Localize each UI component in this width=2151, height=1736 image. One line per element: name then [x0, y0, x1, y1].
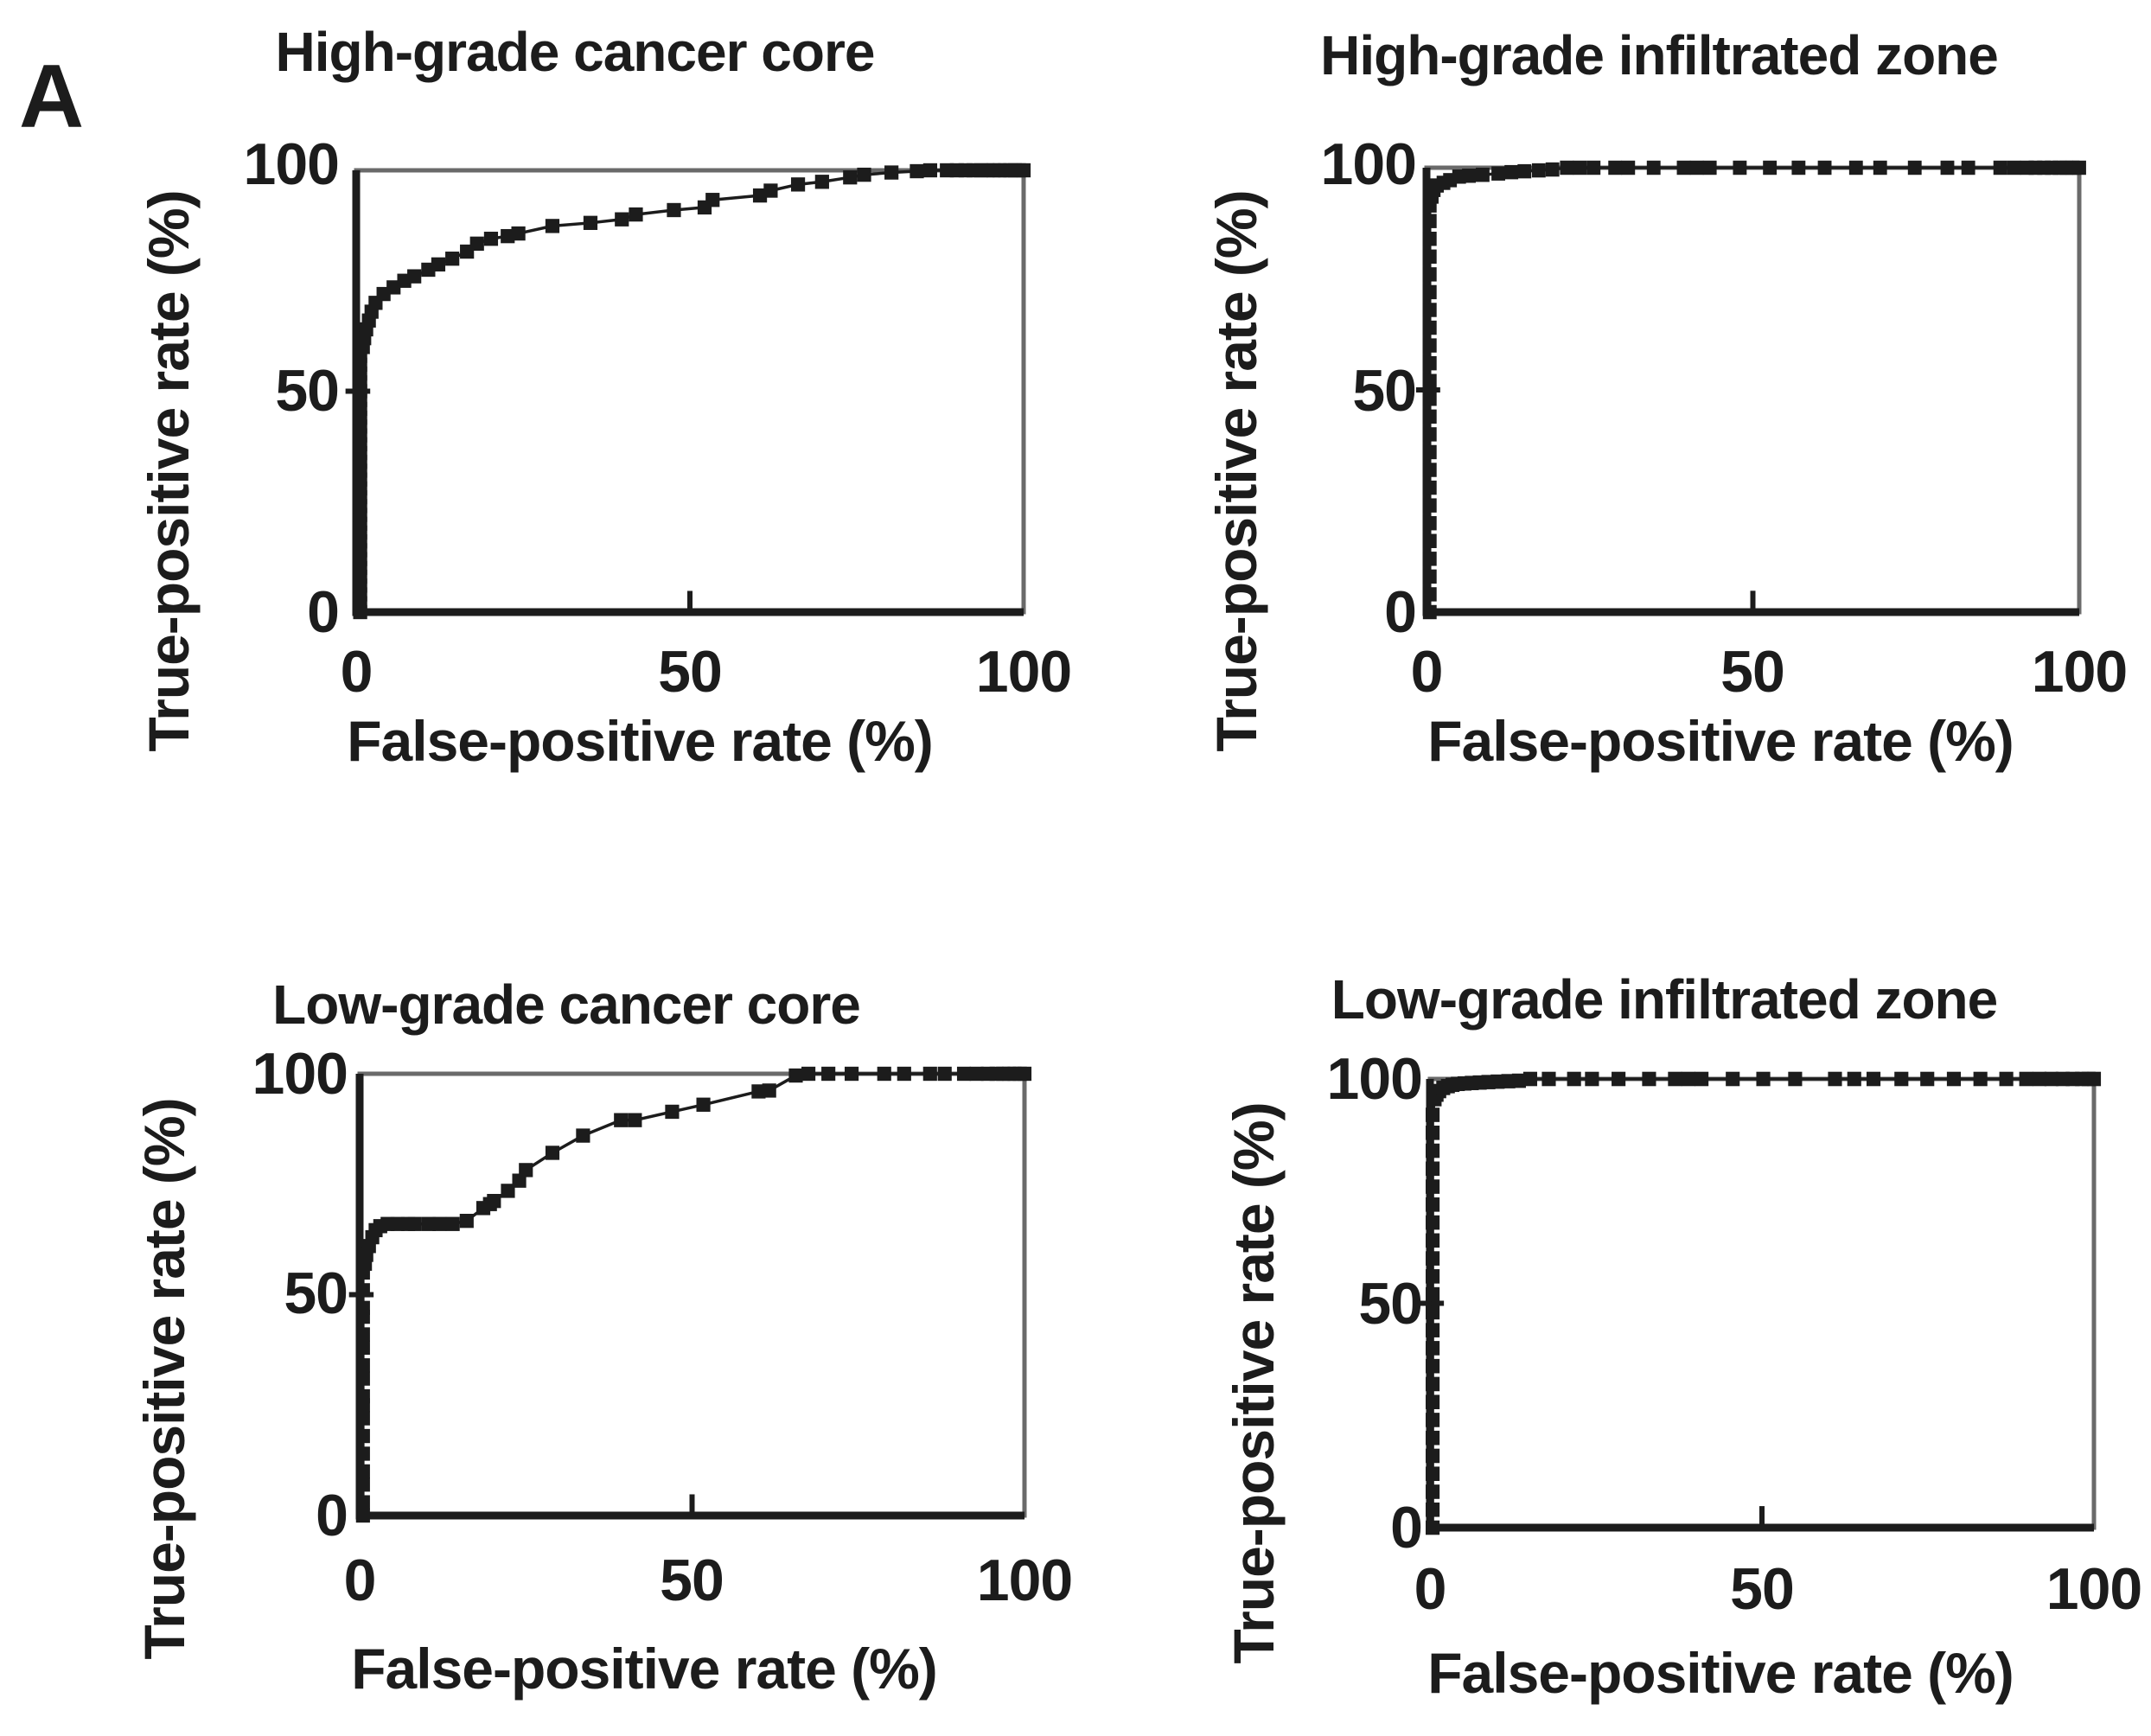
panel-high-grade-infiltrated-zone: High-grade infiltrated zone True-positiv…	[1076, 0, 2151, 868]
y-tick-label-100: 100	[1326, 1046, 1423, 1112]
x-axis-label: False-positive rate (%)	[347, 709, 934, 773]
x-axis-label: False-positive rate (%)	[1427, 709, 2014, 773]
chart-title: High-grade cancer core	[275, 21, 876, 83]
x-tick-label-100: 100	[2031, 639, 2128, 705]
y-axis-label: True-positive rate (%)	[132, 1098, 196, 1660]
y-tick-label-50: 50	[1358, 1271, 1423, 1337]
chart-title: Low-grade cancer core	[272, 973, 861, 1036]
chart-title: Low-grade infiltrated zone	[1331, 968, 1998, 1031]
y-tick-label-0: 0	[1384, 579, 1417, 645]
panel-high-grade-cancer-core: High-grade cancer core True-positive rat…	[0, 0, 1076, 868]
x-tick-label-100: 100	[975, 639, 1072, 705]
roc-curve-plot	[356, 170, 1024, 612]
x-tick-label-0: 0	[343, 1548, 377, 1613]
panel-low-grade-infiltrated-zone: Low-grade infiltrated zone True-positive…	[1076, 868, 2151, 1736]
x-tick-label-100: 100	[976, 1548, 1073, 1613]
x-tick-label-100: 100	[2046, 1556, 2142, 1622]
y-tick-label-50: 50	[284, 1261, 348, 1326]
x-tick-label-0: 0	[340, 639, 373, 705]
x-axis-label: False-positive rate (%)	[1427, 1641, 2014, 1705]
y-tick-label-100: 100	[243, 131, 340, 197]
roc-curve-plot	[1430, 1079, 2094, 1528]
roc-curve-plot	[360, 1074, 1024, 1516]
y-tick-label-100: 100	[252, 1041, 348, 1107]
y-axis-label: True-positive rate (%)	[1222, 1102, 1286, 1664]
x-tick-label-0: 0	[1410, 639, 1444, 705]
y-tick-label-0: 0	[316, 1483, 348, 1548]
x-tick-label-0: 0	[1414, 1556, 1447, 1622]
panel-low-grade-cancer-core: Low-grade cancer core True-positive rate…	[0, 868, 1076, 1736]
x-tick-label-50: 50	[658, 639, 723, 705]
y-tick-label-0: 0	[1390, 1495, 1423, 1560]
x-tick-label-50: 50	[660, 1548, 724, 1613]
panel-letter-label: A	[19, 47, 85, 147]
x-axis-label: False-positive rate (%)	[351, 1637, 938, 1701]
y-tick-label-50: 50	[1352, 358, 1417, 424]
y-axis-label: True-positive rate (%)	[1204, 190, 1268, 752]
x-tick-label-50: 50	[1720, 639, 1785, 705]
y-tick-label-100: 100	[1320, 131, 1417, 197]
y-axis-label: True-positive rate (%)	[137, 190, 201, 752]
y-tick-label-50: 50	[275, 358, 340, 424]
y-tick-label-0: 0	[307, 579, 340, 645]
roc-curve-plot	[1427, 168, 2079, 612]
chart-title: High-grade infiltrated zone	[1320, 24, 1999, 86]
x-tick-label-50: 50	[1730, 1556, 1795, 1622]
